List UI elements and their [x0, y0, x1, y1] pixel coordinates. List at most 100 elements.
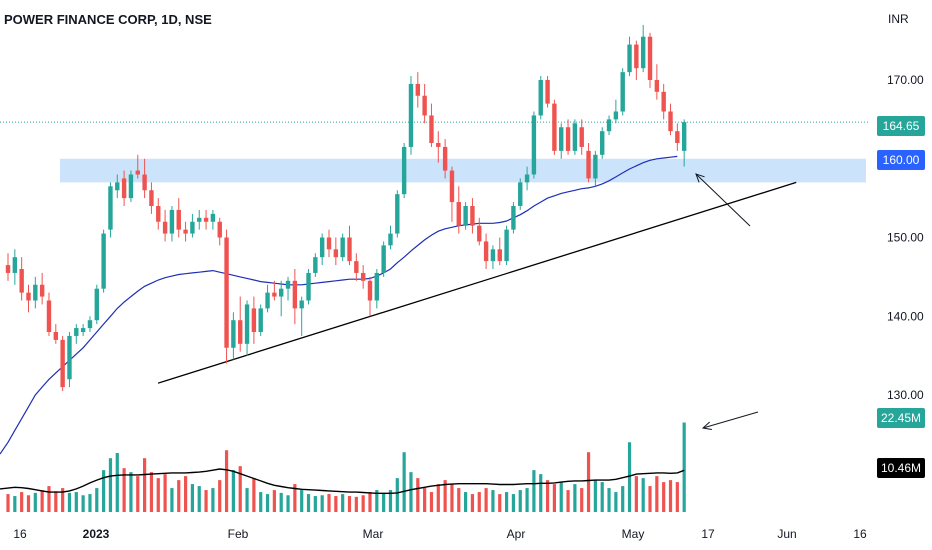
candle: [367, 280, 373, 301]
volume-bar: [464, 492, 468, 512]
candle: [258, 308, 263, 332]
candle: [313, 257, 318, 273]
candle: [524, 174, 530, 183]
volume-bar: [156, 478, 160, 512]
candle: [60, 339, 65, 388]
candle: [668, 111, 673, 132]
candle: [149, 190, 154, 206]
volume-bar: [129, 472, 133, 512]
candle: [190, 221, 195, 234]
volume-bar: [627, 442, 632, 512]
candle: [67, 335, 72, 380]
volume-bar: [211, 488, 215, 512]
candle: [675, 131, 680, 143]
candle: [559, 127, 564, 151]
candle: [661, 91, 666, 112]
volume-bar: [525, 488, 529, 512]
volume-bar: [361, 495, 365, 512]
volume-bar: [511, 494, 516, 512]
volume-bar: [470, 494, 475, 512]
volume-bar: [573, 484, 577, 512]
volume-bar: [552, 484, 556, 512]
volume-bar: [368, 492, 372, 512]
volume-bar: [614, 492, 618, 512]
support-zone: [60, 158, 866, 183]
x-tick-label: May: [622, 527, 645, 541]
candle: [128, 174, 134, 199]
volume-bar: [382, 492, 386, 512]
zone-price-tag: 160.00: [877, 150, 925, 170]
candle: [647, 36, 653, 80]
candle: [176, 209, 181, 230]
x-tick-label: Apr: [507, 527, 526, 541]
chart-title: POWER FINANCE CORP, 1D, NSE: [4, 12, 212, 27]
candle: [12, 257, 18, 273]
volume-bar: [341, 494, 345, 512]
candle: [374, 272, 380, 301]
volume-bar: [190, 484, 195, 512]
candle: [408, 83, 414, 147]
volume-bar: [300, 490, 304, 512]
currency-label: INR: [888, 12, 909, 26]
volume-bar: [20, 492, 24, 512]
candle: [388, 233, 393, 246]
volume-bar: [163, 474, 167, 512]
volume-bar: [54, 491, 58, 512]
candle: [210, 213, 216, 222]
volume-bar: [61, 488, 65, 512]
last-price-tag: 164.65: [877, 116, 925, 136]
candle: [620, 72, 625, 112]
candle: [360, 272, 366, 281]
volume-bar: [586, 452, 591, 512]
volume-bar: [429, 492, 434, 512]
candle: [156, 206, 161, 222]
candle: [531, 115, 537, 175]
volume-bar: [559, 482, 563, 512]
volume-bar: [409, 472, 413, 512]
candle: [87, 320, 93, 329]
candle: [101, 233, 106, 289]
x-tick-label: 16: [13, 527, 27, 541]
candle: [381, 245, 386, 273]
volume-bar: [327, 494, 331, 512]
candle: [640, 36, 646, 69]
candle: [449, 170, 455, 203]
annotation-arrow-price: [695, 173, 751, 227]
volume-bar: [74, 492, 78, 512]
volume-bar: [655, 476, 659, 512]
volume-bar: [621, 486, 625, 512]
volume-bar: [272, 490, 276, 512]
volume-bar: [450, 484, 454, 512]
volume-bar: [662, 482, 666, 512]
volume-bar: [88, 494, 92, 512]
candle: [401, 146, 407, 195]
candle: [292, 280, 298, 309]
candle: [545, 80, 550, 104]
volume-bar: [306, 494, 311, 512]
volume-bar: [395, 478, 399, 512]
candle: [74, 328, 79, 336]
candle: [586, 150, 591, 179]
volume-bar: [245, 488, 249, 512]
volume-bar: [566, 490, 570, 512]
volume-bar: [143, 458, 147, 512]
volume-bar: [33, 492, 37, 512]
candle: [627, 44, 632, 73]
volume-bar: [347, 496, 352, 512]
candle: [333, 249, 339, 258]
candle: [238, 320, 243, 344]
annotation-arrow-volume: [702, 411, 759, 429]
candle: [572, 123, 578, 151]
volume-bar: [600, 482, 604, 512]
candle: [224, 237, 229, 348]
x-tick-label: Mar: [363, 527, 384, 541]
candle: [422, 95, 427, 116]
volume-bar: [204, 490, 208, 512]
volume-bar: [26, 495, 31, 512]
volume-bar: [6, 494, 10, 512]
volume-bar: [491, 490, 495, 512]
candle: [579, 127, 584, 147]
volume-bar: [170, 488, 174, 512]
